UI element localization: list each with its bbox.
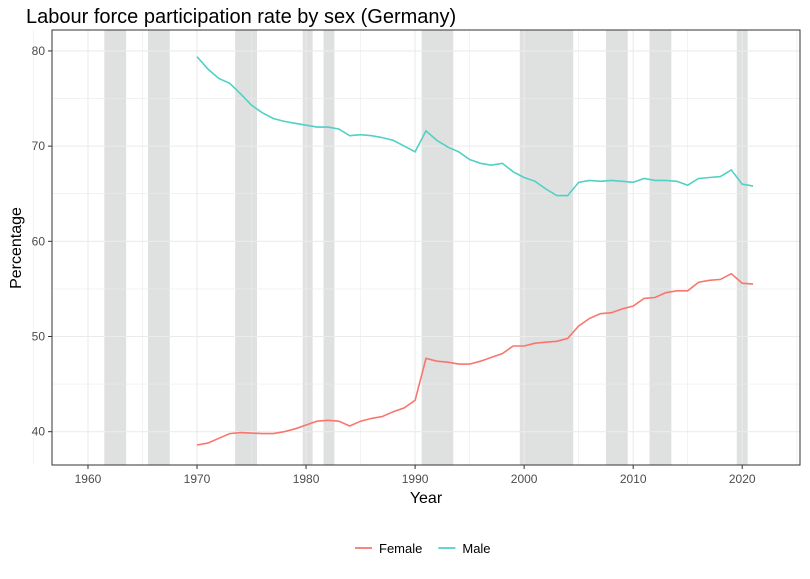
shaded-period bbox=[104, 30, 127, 465]
x-axis-label: Year bbox=[410, 490, 443, 507]
x-tick-label: 1970 bbox=[184, 472, 211, 486]
x-tick-label: 1980 bbox=[293, 472, 320, 486]
legend-label-male: Male bbox=[462, 541, 490, 556]
x-tick-label: 2020 bbox=[729, 472, 756, 486]
series-line-female bbox=[196, 272, 754, 446]
shaded-period bbox=[147, 30, 170, 465]
shaded-period bbox=[421, 30, 454, 465]
x-tick-label: 2010 bbox=[620, 472, 647, 486]
shaded-period bbox=[302, 30, 313, 465]
y-tick-label: 70 bbox=[32, 139, 46, 153]
x-tick-label: 1960 bbox=[75, 472, 102, 486]
shaded-period bbox=[323, 30, 335, 465]
y-tick-label: 60 bbox=[32, 234, 46, 248]
chart-title: Labour force participation rate by sex (… bbox=[26, 6, 457, 28]
shaded-period bbox=[519, 30, 574, 465]
legend-label-female: Female bbox=[379, 541, 422, 556]
series-line-male bbox=[196, 56, 754, 197]
y-axis-label: Percentage bbox=[8, 207, 25, 289]
y-tick-label: 40 bbox=[32, 425, 46, 439]
shaded-period bbox=[605, 30, 628, 465]
y-tick-label: 80 bbox=[32, 44, 46, 58]
shaded-period bbox=[235, 30, 257, 465]
x-tick-label: 2000 bbox=[511, 472, 538, 486]
shaded-period bbox=[649, 30, 672, 465]
y-tick-label: 50 bbox=[32, 329, 46, 343]
legend: Female Male bbox=[355, 541, 491, 556]
x-tick-label: 1990 bbox=[402, 472, 429, 486]
